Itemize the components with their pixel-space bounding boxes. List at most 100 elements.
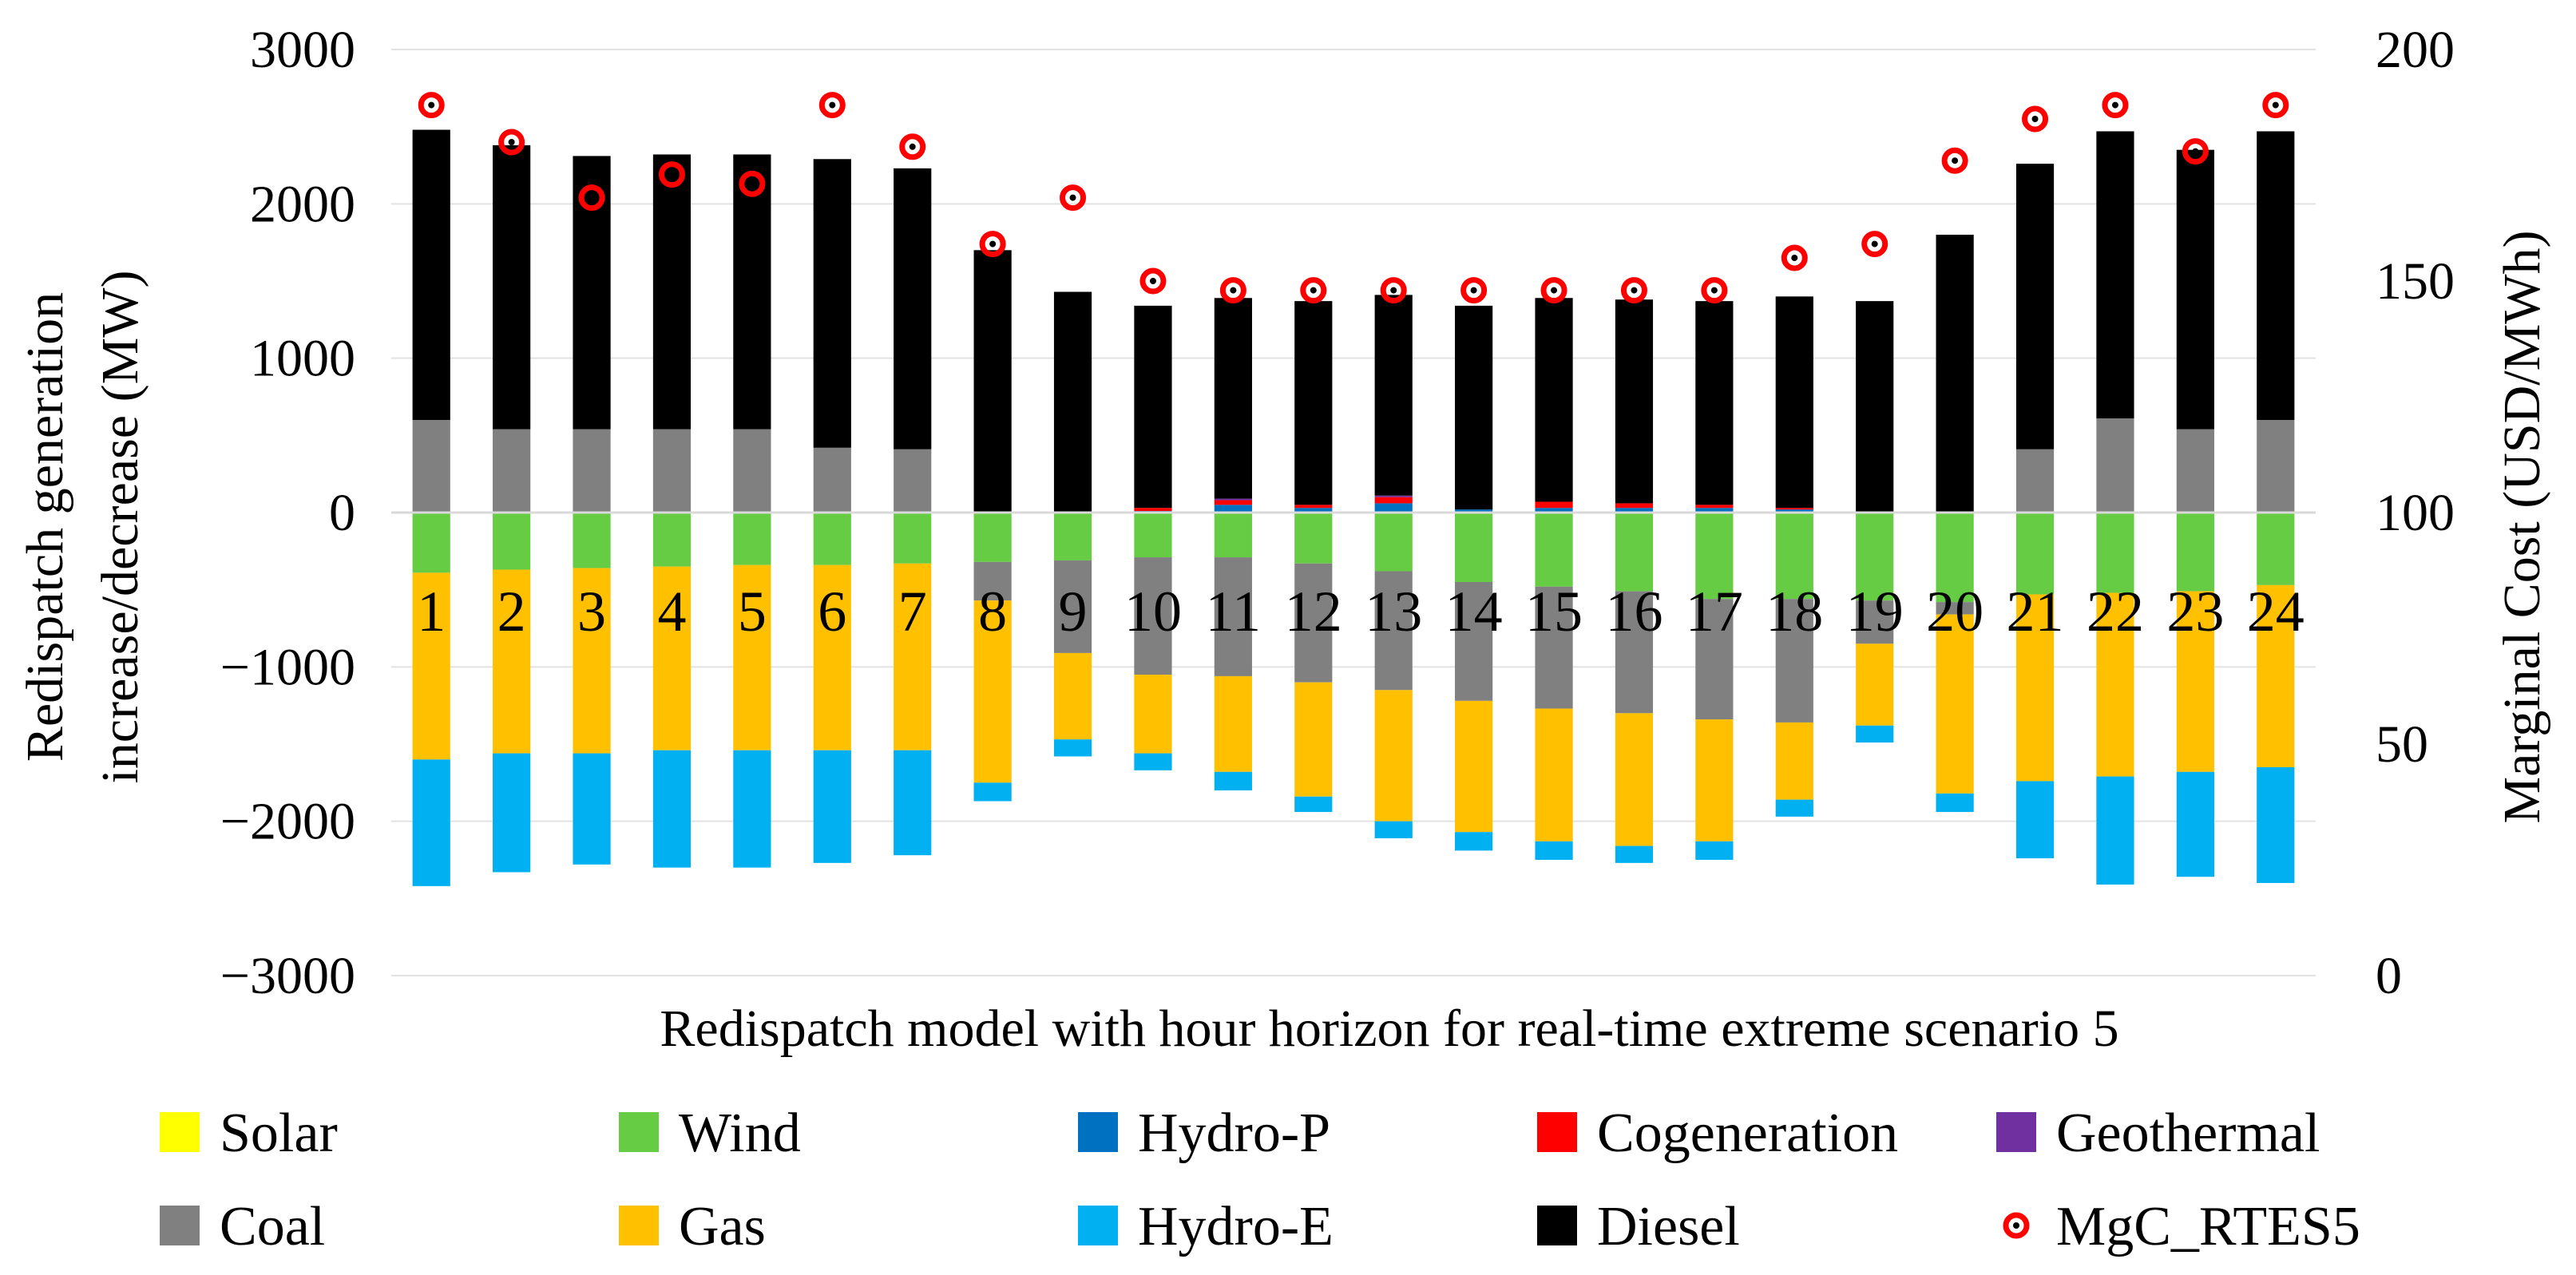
legend-item-hydro-e: Hydro-E bbox=[1078, 1196, 1334, 1257]
y-tick-label: 2000 bbox=[250, 175, 355, 233]
bar-segment-wind bbox=[1455, 513, 1493, 582]
bar-segment-hydro-p bbox=[1535, 508, 1573, 513]
left-axis-title-line-2: increase/decrease (MW) bbox=[91, 270, 149, 783]
category-label: 14 bbox=[1445, 580, 1503, 643]
bar-segment-hydro-p bbox=[1214, 505, 1252, 513]
bar-segment-diesel bbox=[1775, 296, 1813, 509]
marginal-cost-markers bbox=[418, 92, 2289, 304]
y2-tick-label: 50 bbox=[2376, 715, 2428, 774]
bar-segment-gas bbox=[1214, 675, 1252, 772]
bar-segment-gas bbox=[1856, 643, 1894, 726]
bar-segment-diesel bbox=[813, 159, 851, 448]
legend-label: Solar bbox=[220, 1103, 338, 1164]
bar-segment-coal bbox=[1214, 557, 1252, 676]
bar-segment-coal bbox=[2096, 418, 2134, 513]
legend-label: Gas bbox=[679, 1196, 766, 1257]
bar-segment-hydro-e bbox=[412, 759, 450, 886]
bar-segment-coal bbox=[1775, 599, 1813, 723]
category-label: 13 bbox=[1365, 580, 1422, 643]
bar-segment-gas bbox=[493, 569, 531, 754]
bar-segment-gas bbox=[2096, 592, 2134, 777]
bar-segment-coal bbox=[652, 429, 692, 513]
bar-segment-cogeneration bbox=[1214, 500, 1252, 505]
category-label: 4 bbox=[657, 580, 686, 643]
category-label: 16 bbox=[1605, 580, 1663, 643]
category-label: 6 bbox=[818, 580, 846, 643]
bar-segment-coal bbox=[813, 447, 851, 513]
bar-segment-wind bbox=[1615, 513, 1654, 592]
legend-label: Cogeneration bbox=[1597, 1103, 1898, 1164]
y-tick-label: 1000 bbox=[250, 330, 355, 388]
bar-segment-diesel bbox=[2096, 131, 2134, 419]
bar-segment-hydro-p bbox=[1455, 509, 1493, 513]
bar-segment-diesel bbox=[1374, 295, 1413, 496]
legend: Solar Wind Hydro-P Cogeneration Geothermal Co… bbox=[160, 1103, 2360, 1257]
bar-segment-diesel bbox=[1695, 301, 1734, 505]
bar-segment-coal bbox=[894, 449, 932, 513]
bar-segment-diesel bbox=[1615, 299, 1654, 504]
legend-item-solar: Solar bbox=[160, 1103, 338, 1164]
bar-segment-wind bbox=[1936, 513, 1974, 603]
category-labels: 1 2 3 4 5 6 7 8 9 10 11 12 13 14 15 16 17 18 19 20 21 22 23 24 bbox=[417, 580, 2305, 643]
legend-label: Wind bbox=[679, 1103, 801, 1164]
bar-segment-diesel bbox=[2176, 149, 2214, 430]
bar-segment-gas bbox=[1775, 722, 1813, 800]
mgc-marker bbox=[1300, 277, 1327, 304]
category-label: 19 bbox=[1846, 580, 1904, 643]
category-label: 9 bbox=[1059, 580, 1088, 643]
bar-segment-hydro-e bbox=[2176, 771, 2214, 877]
bar-segment-wind bbox=[1535, 513, 1573, 587]
category-label: 17 bbox=[1686, 580, 1743, 643]
legend-item-gas: Gas bbox=[619, 1196, 766, 1257]
bar-segment-wind bbox=[493, 513, 531, 570]
category-label: 11 bbox=[1206, 580, 1261, 643]
category-label: 20 bbox=[1926, 580, 1984, 643]
bar-segment-wind bbox=[813, 513, 851, 565]
bar-segment-diesel bbox=[412, 129, 450, 421]
bar-segment-coal bbox=[973, 561, 1012, 601]
category-label: 5 bbox=[738, 580, 767, 643]
bar-segment-coal bbox=[2176, 429, 2214, 513]
bar-segment-gas bbox=[573, 568, 611, 754]
bar-segment-gas bbox=[1134, 675, 1172, 754]
mgc-marker bbox=[739, 170, 766, 197]
bar-segment-coal bbox=[412, 420, 450, 513]
y-tick-label: −1000 bbox=[220, 638, 355, 696]
bar-segment-hydro-e bbox=[1134, 753, 1172, 770]
bar-segment-gas bbox=[1535, 708, 1573, 841]
bar-segment-cogeneration bbox=[1134, 508, 1172, 512]
mgc-marker bbox=[578, 184, 605, 212]
category-label: 21 bbox=[2007, 580, 2064, 643]
bar-segment-wind bbox=[894, 513, 932, 564]
bar-segment-coal bbox=[1294, 563, 1333, 683]
category-label: 7 bbox=[898, 580, 927, 643]
category-label: 15 bbox=[1525, 580, 1583, 643]
legend-swatch bbox=[1537, 1206, 1577, 1245]
bar-segment-gas bbox=[2257, 584, 2295, 767]
bar-segment-hydro-e bbox=[1053, 739, 1092, 757]
bar-segment-gas bbox=[813, 564, 851, 750]
legend-swatch bbox=[619, 1112, 659, 1152]
legend-swatch bbox=[1078, 1206, 1118, 1245]
right-axis-ticks: 200 150 100 50 0 bbox=[2376, 21, 2455, 1005]
bar-segment-coal bbox=[1053, 560, 1092, 653]
mgc-marker bbox=[418, 92, 445, 119]
category-label: 23 bbox=[2166, 580, 2224, 643]
bar-segment-cogeneration bbox=[1615, 503, 1654, 509]
bar-segment-diesel bbox=[1535, 298, 1573, 502]
bar-segment-hydro-e bbox=[1856, 725, 1894, 743]
bar-segment-cogeneration bbox=[1374, 497, 1413, 504]
category-label: 24 bbox=[2247, 580, 2305, 643]
bar-segment-hydro-e bbox=[1294, 796, 1333, 813]
legend-swatch bbox=[1078, 1112, 1118, 1152]
bar-segment-diesel bbox=[894, 168, 932, 449]
mgc-marker bbox=[899, 133, 926, 160]
bar-segment-coal bbox=[2015, 449, 2055, 513]
mgc-marker bbox=[818, 92, 846, 119]
bar-segment-gas bbox=[1455, 700, 1493, 833]
bar-segment-coal bbox=[573, 429, 611, 513]
bar-segment-hydro-p bbox=[1294, 508, 1333, 513]
bar-segment-hydro-e bbox=[652, 750, 692, 868]
bar-segment-hydro-e bbox=[1535, 841, 1573, 860]
